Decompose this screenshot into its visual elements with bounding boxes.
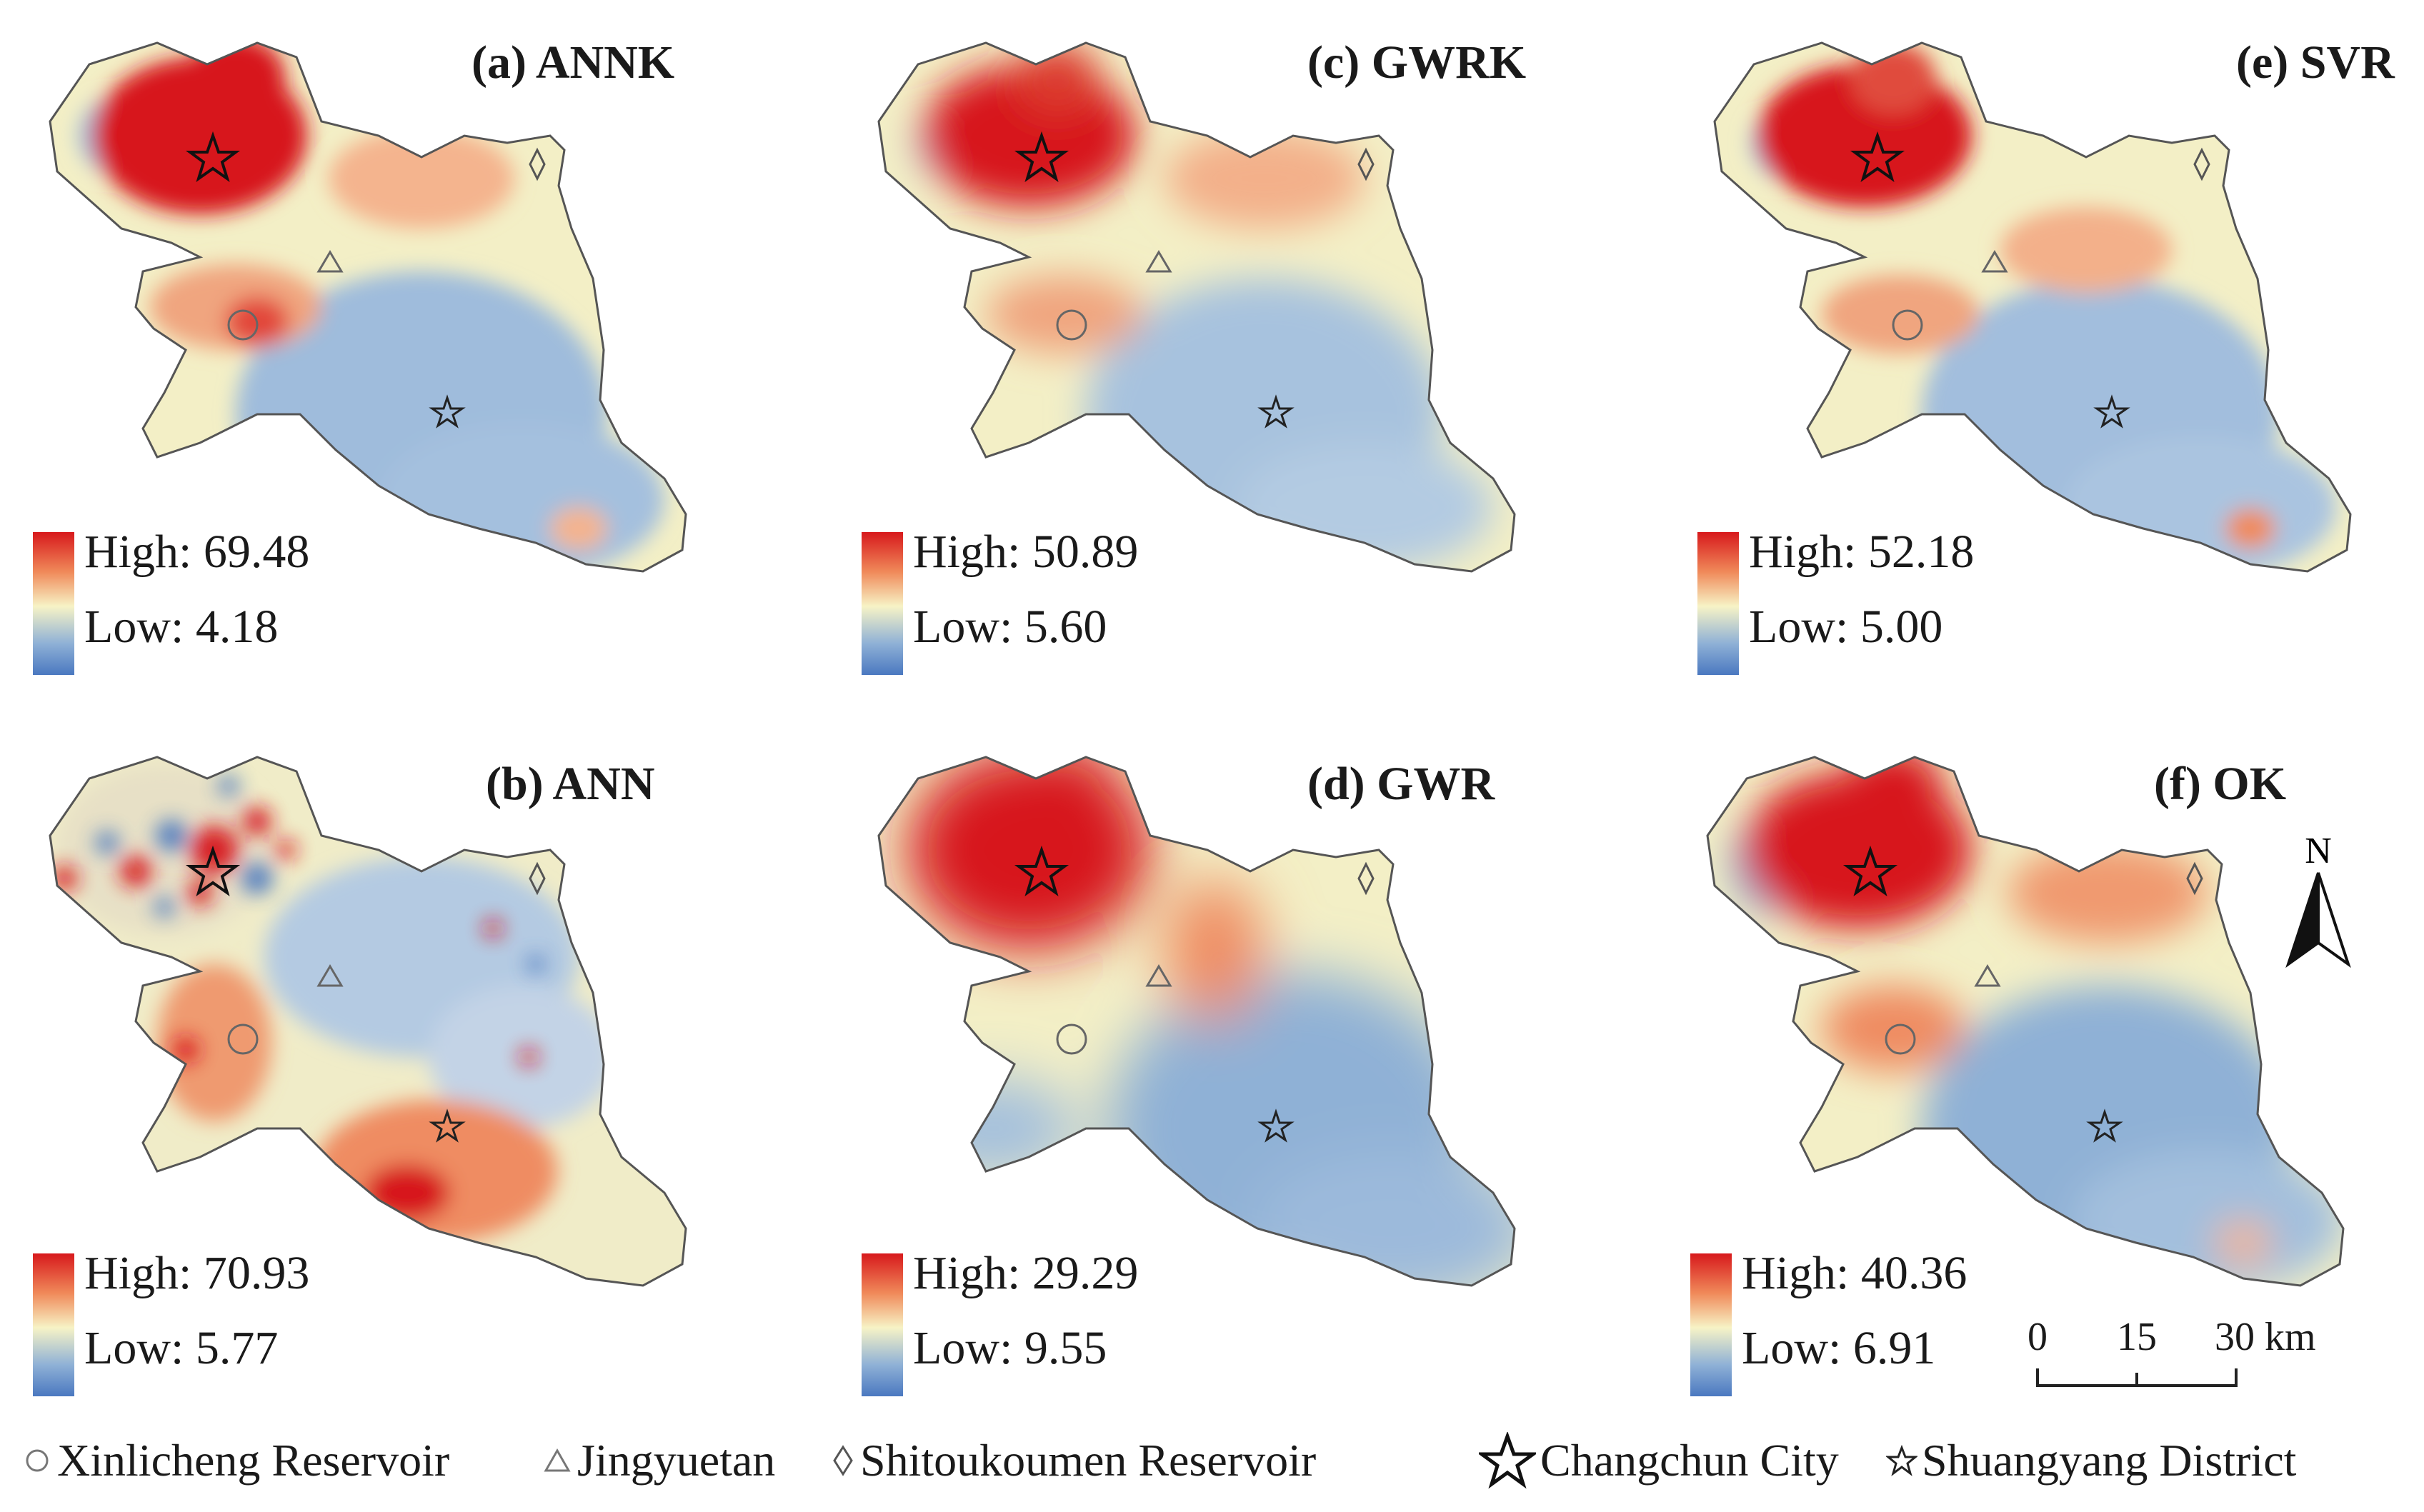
scale-tick-15: 15 — [2117, 1315, 2157, 1359]
legend-high-label: High: 69.48 — [84, 526, 310, 578]
legend-high-label: High: 29.29 — [913, 1247, 1139, 1299]
shitoukoumen-marker — [529, 861, 546, 896]
color-legend: High: 50.89 Low: 5.60 — [862, 526, 1233, 675]
panel-e-svr: (e) SVR High: 52.18 Low: 5.00 — [1686, 14, 2424, 729]
map-gwr — [877, 756, 1516, 1287]
jingyuetan-marker — [1145, 250, 1172, 273]
scale-tick-30: 30 km — [2215, 1315, 2316, 1359]
shitoukoumen-marker — [1357, 147, 1375, 181]
legend-shuangyang-label: Shuangyang District — [1922, 1435, 2297, 1486]
shitoukoumen-marker — [2186, 861, 2203, 896]
legend-changchun-label: Changchun City — [1540, 1435, 1839, 1486]
panel-title: (c) GWRK — [1307, 36, 1527, 89]
jingyuetan-marker — [1145, 964, 1172, 987]
legend-shitoukoumen-label: Shitoukoumen Reservoir — [860, 1435, 1317, 1486]
legend-color-ramp — [862, 532, 903, 675]
jingyuetan-marker — [316, 964, 344, 987]
panel-c-gwrk: (c) GWRK High: 50.89 Low: 5.60 — [850, 14, 1658, 729]
jingyuetan-marker — [1981, 250, 2008, 273]
map-annk — [49, 41, 687, 573]
shitoukoumen-marker — [529, 147, 546, 181]
shuangyang-marker — [2093, 394, 2130, 429]
legend-color-ramp — [1697, 532, 1739, 675]
map-gwrk — [877, 41, 1516, 573]
shuangyang-marker — [1257, 394, 1295, 429]
legend-color-ramp — [33, 1253, 74, 1396]
panel-title: (b) ANN — [486, 758, 655, 810]
jingyuetan-marker — [316, 250, 344, 273]
legend-xinlicheng-label: Xinlicheng Reservoir — [57, 1435, 450, 1486]
changchun-marker — [185, 845, 241, 896]
changchun-marker — [1842, 845, 1898, 896]
map-ok — [1706, 756, 2345, 1287]
legend-low-label: Low: 5.77 — [84, 1322, 279, 1374]
legend-low-label: Low: 5.00 — [1749, 601, 1943, 653]
changchun-marker — [185, 131, 241, 182]
panel-title: (f) OK — [2154, 758, 2287, 810]
legend-color-ramp — [33, 532, 74, 675]
legend-jingyuetan: Jingyuetan — [542, 1421, 775, 1500]
color-legend: High: 70.93 Low: 5.77 — [33, 1247, 404, 1396]
shuangyang-marker — [429, 1108, 466, 1143]
shitoukoumen-marker — [1357, 861, 1375, 896]
jingyuetan-marker — [1974, 964, 2001, 987]
north-label: N — [2305, 831, 2332, 871]
legend-shuangyang: Shuangyang District — [1886, 1421, 2296, 1500]
xinlicheng-marker — [1056, 1023, 1087, 1055]
diamond-icon — [833, 1445, 853, 1476]
legend-low-label: Low: 4.18 — [84, 601, 279, 653]
legend-low-label: Low: 6.91 — [1742, 1322, 1936, 1374]
xinlicheng-marker — [227, 1023, 259, 1055]
legend-shitoukoumen: Shitoukoumen Reservoir — [830, 1421, 1316, 1500]
color-legend: High: 29.29 Low: 9.55 — [862, 1247, 1233, 1396]
small-star-icon — [1886, 1445, 1917, 1476]
legend-xinlicheng: Xinlicheng Reservoir — [21, 1421, 449, 1500]
shuangyang-marker — [429, 394, 466, 429]
triangle-icon — [544, 1448, 571, 1472]
symbol-legend: Xinlicheng Reservoir Jingyuetan Shitouko… — [21, 1421, 2408, 1500]
xinlicheng-marker — [1056, 309, 1087, 341]
legend-low-label: Low: 5.60 — [913, 601, 1107, 653]
legend-color-ramp — [862, 1253, 903, 1396]
panel-a-annk: (a) ANNK High: 69.48 Low: 4.18 — [21, 14, 829, 729]
legend-high-label: High: 50.89 — [913, 526, 1139, 578]
panel-b-ann: (b) ANN High: 70.93 Low: 5.77 — [21, 729, 829, 1443]
map-ann — [49, 756, 687, 1287]
north-arrow-icon: N — [2285, 831, 2351, 968]
xinlicheng-marker — [1885, 1023, 1916, 1055]
legend-color-ramp — [1690, 1253, 1732, 1396]
north-arrow: N — [2283, 828, 2354, 971]
shuangyang-marker — [2086, 1108, 2123, 1143]
panel-title: (e) SVR — [2236, 36, 2395, 89]
legend-high-label: High: 40.36 — [1742, 1247, 1967, 1299]
large-star-icon — [1479, 1432, 1536, 1489]
circle-icon — [26, 1449, 49, 1472]
shuangyang-marker — [1257, 1108, 1295, 1143]
legend-low-label: Low: 9.55 — [913, 1322, 1107, 1374]
legend-changchun: Changchun City — [1479, 1421, 1839, 1500]
map-svr — [1713, 41, 2352, 573]
shitoukoumen-marker — [2193, 147, 2210, 181]
legend-high-label: High: 52.18 — [1749, 526, 1975, 578]
color-legend: High: 52.18 Low: 5.00 — [1697, 526, 2069, 675]
panel-title: (d) GWR — [1307, 758, 1495, 810]
scale-bar-graphic — [2036, 1368, 2238, 1387]
panel-title: (a) ANNK — [472, 36, 675, 89]
color-legend: High: 69.48 Low: 4.18 — [33, 526, 404, 675]
panel-d-gwr: (d) GWR High: 29.29 Low: 9.55 — [850, 729, 1658, 1443]
legend-jingyuetan-label: Jingyuetan — [577, 1435, 776, 1486]
changchun-marker — [1014, 845, 1069, 896]
xinlicheng-marker — [227, 309, 259, 341]
scale-tick-0: 0 — [2028, 1315, 2048, 1359]
changchun-marker — [1014, 131, 1069, 182]
changchun-marker — [1850, 131, 1905, 182]
legend-high-label: High: 70.93 — [84, 1247, 310, 1299]
panel-f-ok: (f) OK High: 40.36 Low: 6.91 — [1679, 729, 2424, 1443]
xinlicheng-marker — [1892, 309, 1923, 341]
color-legend: High: 40.36 Low: 6.91 — [1690, 1247, 2062, 1396]
scale-bar: 0 15 30 km — [2022, 1307, 2343, 1407]
